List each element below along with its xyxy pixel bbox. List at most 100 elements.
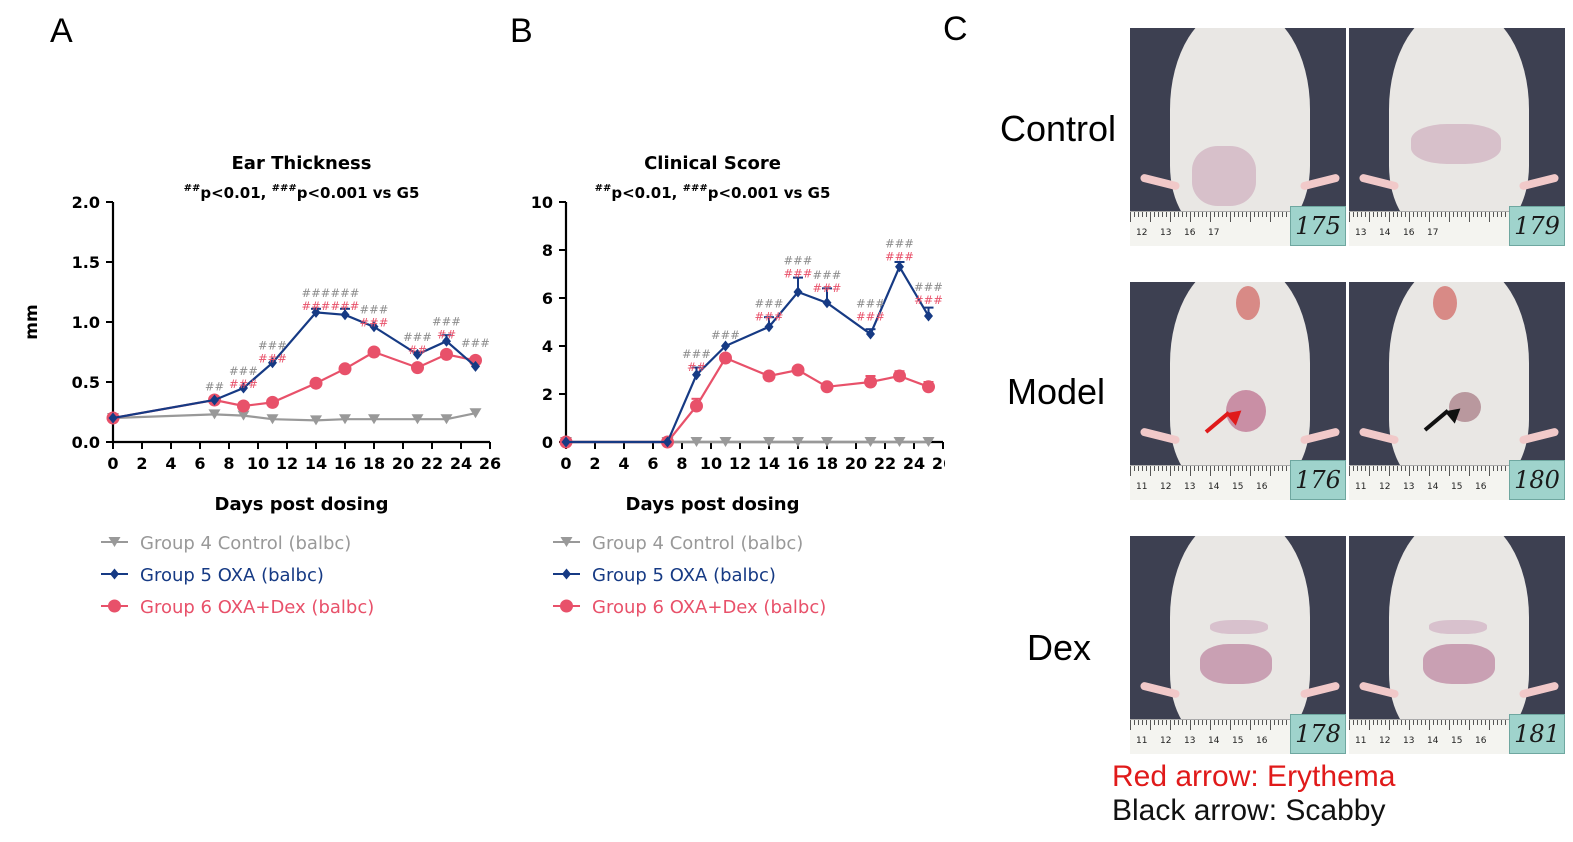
ruler-tick: [1457, 466, 1458, 471]
ruler-tick: [1505, 720, 1506, 725]
ruler-tick: [1278, 212, 1279, 217]
ruler-tick: [1389, 466, 1390, 476]
x-tick-label: 14: [305, 454, 327, 473]
ruler-tick: [1166, 720, 1167, 725]
legend-label: Group 6 OXA+Dex (balbc): [140, 597, 374, 618]
data-point: [367, 345, 381, 359]
legend-marker: [110, 568, 119, 580]
ruler-tick: [1282, 466, 1283, 471]
ruler-tick: [1150, 720, 1151, 730]
data-point: [442, 335, 451, 347]
ruler-tick: [1262, 212, 1263, 217]
ruler-tick: [1377, 212, 1378, 217]
ruler-tick: [1170, 466, 1171, 476]
ruler-tick: [1497, 466, 1498, 471]
ruler-number: 16: [1475, 736, 1487, 746]
series-line-diamond: [566, 264, 930, 444]
significance-red: ##: [408, 343, 427, 357]
ruler-tick: [1266, 466, 1267, 471]
ruler-number: 13: [1184, 482, 1196, 492]
ruler-tick: [1198, 466, 1199, 471]
ruler-tick: [1409, 212, 1410, 222]
ruler-tick: [1373, 466, 1374, 471]
subtitle-part-2: p<0.001 vs G5: [297, 184, 420, 202]
ruler-number: 17: [1427, 228, 1439, 238]
ruler-tick: [1230, 466, 1231, 476]
significance-gray: ##: [205, 379, 224, 393]
chart-title: Clinical Score: [644, 153, 781, 174]
ruler-tick: [1349, 720, 1350, 730]
ruler-tick: [1401, 212, 1402, 217]
ruler-tick: [1461, 466, 1462, 471]
ruler-tick: [1421, 466, 1422, 471]
data-point: [266, 414, 279, 425]
data-point: [792, 437, 804, 447]
data-point: [893, 437, 906, 447]
ruler-tick: [1417, 466, 1418, 471]
x-tick-label: 2: [589, 454, 600, 473]
ruler-tick: [1142, 466, 1143, 471]
significance-gray: ###: [682, 347, 711, 361]
y-tick-label: 2.0: [72, 193, 100, 212]
ruler-tick: [1389, 212, 1390, 222]
ruler-tick: [1210, 466, 1211, 476]
ruler-tick: [1214, 212, 1215, 217]
ruler-tick: [1501, 466, 1502, 471]
significance-red: ###: [229, 377, 258, 391]
ruler-tick: [1469, 720, 1470, 730]
ruler-tick: [1222, 466, 1223, 471]
data-point: [561, 436, 571, 448]
ruler-tick: [1465, 466, 1466, 471]
data-point: [924, 310, 933, 322]
ruler-tick: [1198, 212, 1199, 217]
ruler-tick: [1202, 720, 1203, 725]
ruler-number: 16: [1475, 482, 1487, 492]
significance-gray: ###: [885, 237, 914, 251]
x-tick-label: 0: [560, 454, 571, 473]
ruler-number: 12: [1379, 482, 1391, 492]
ruler-tick: [1361, 466, 1362, 471]
ruler-tick: [1481, 466, 1482, 471]
ruler-number: 14: [1208, 736, 1220, 746]
series-line-circle: [566, 356, 929, 444]
ruler-tick: [1238, 466, 1239, 471]
ruler-tick: [1154, 720, 1155, 725]
ruler-tick: [1497, 212, 1498, 217]
ruler-tick: [1206, 466, 1207, 471]
ruler-tick: [1365, 212, 1366, 217]
ruler-tick: [1473, 212, 1474, 217]
ear-thickness-chart: Ear Thickness##p<0.01, ###p<0.001 vs G50…: [22, 153, 501, 618]
ruler-number: 12: [1136, 228, 1148, 238]
ruler-tick: [1210, 720, 1211, 730]
skin-patch: [1429, 620, 1487, 634]
ruler-tick: [1401, 466, 1402, 471]
ruler-tick: [1246, 720, 1247, 725]
ruler-tick: [1150, 212, 1151, 222]
ruler-tick: [1270, 466, 1271, 476]
ruler-tick: [1242, 466, 1243, 471]
ruler-tick: [1493, 466, 1494, 471]
ruler-tick: [1198, 720, 1199, 725]
ruler-tick: [1142, 720, 1143, 725]
ruler-number: 12: [1160, 482, 1172, 492]
data-point: [210, 394, 219, 406]
subtitle-part-2: p<0.001 vs G5: [708, 184, 831, 202]
skin-patch: [1192, 146, 1256, 206]
significance-gray: ###: [331, 286, 360, 300]
x-tick-label: 26: [932, 454, 945, 473]
ruler-tick: [1186, 466, 1187, 471]
ruler-tick: [1286, 466, 1287, 471]
ruler-tick: [1174, 212, 1175, 217]
data-point: [339, 414, 351, 425]
ruler-tick: [1425, 466, 1426, 471]
sample-tag: 180: [1509, 460, 1565, 500]
ruler-tick: [1166, 212, 1167, 217]
data-point: [440, 347, 453, 361]
ruler-tick: [1489, 212, 1490, 222]
significance-gray: ###: [229, 364, 258, 378]
ruler-tick: [1146, 212, 1147, 217]
data-point: [866, 328, 875, 340]
data-point: [338, 362, 352, 376]
ruler-tick: [1238, 720, 1239, 725]
y-tick-label: 0.0: [72, 433, 100, 452]
